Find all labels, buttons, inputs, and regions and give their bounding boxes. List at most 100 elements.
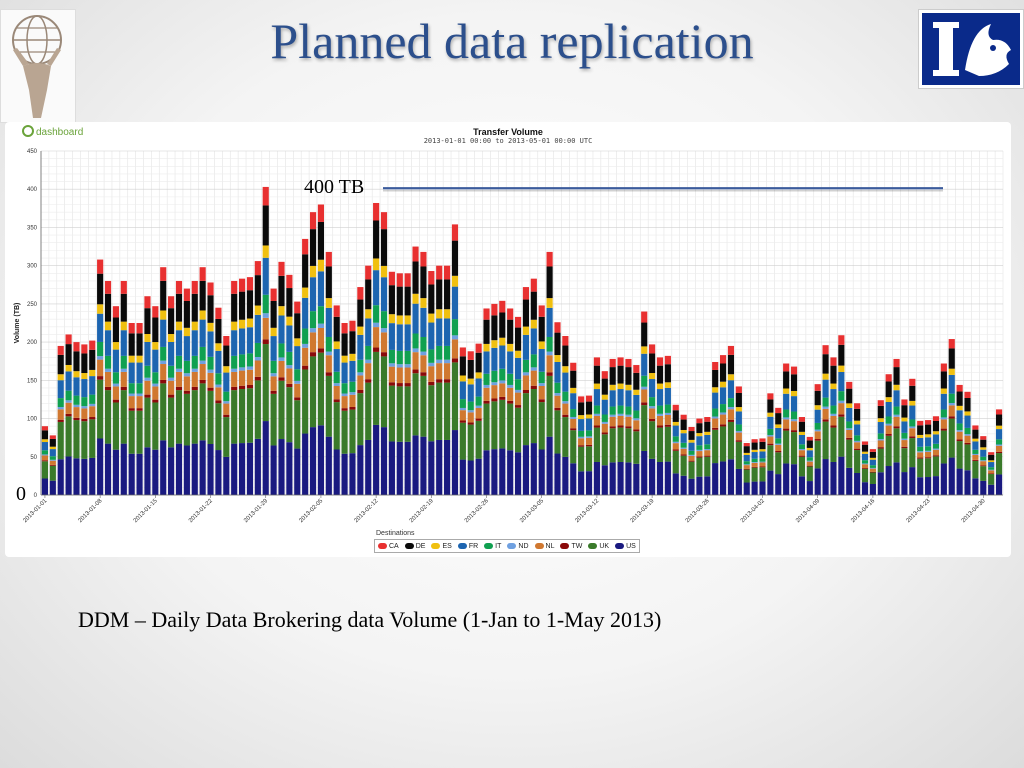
legend-swatch <box>404 543 414 549</box>
bar-segment-de <box>988 454 995 461</box>
bar-segment-it <box>522 359 530 373</box>
bar-segment-tw <box>995 451 1003 454</box>
bar-stack <box>743 443 750 495</box>
bar-segment-nl <box>649 408 656 419</box>
bar-segment-fr <box>617 389 624 406</box>
bar-stack <box>830 357 837 495</box>
bar-segment-nd <box>317 323 325 328</box>
bar-segment-es <box>333 341 340 350</box>
bar-segment-nl <box>633 420 640 430</box>
bar-segment-fr <box>183 336 190 361</box>
bar-segment-fr <box>625 390 632 407</box>
bar-segment-us <box>160 440 167 495</box>
bar-segment-nd <box>223 401 230 404</box>
bar-segment-uk <box>538 402 545 450</box>
bar-segment-es <box>972 438 979 442</box>
bar-segment-nd <box>861 463 869 465</box>
bar-segment-nd <box>877 439 884 441</box>
bar-segment-de <box>89 349 96 370</box>
bar-segment-us <box>680 475 687 495</box>
bar-segment-uk <box>972 460 979 479</box>
bar-segment-tw <box>254 376 261 381</box>
bar-segment-nd <box>830 413 837 416</box>
bar-segment-tw <box>81 418 88 422</box>
bar-segment-us <box>917 477 924 495</box>
bar-segment-us <box>373 424 380 495</box>
bar-segment-tw <box>751 466 758 468</box>
bar-segment-us <box>444 439 451 495</box>
bar-segment-de <box>451 240 459 276</box>
bar-stack <box>554 322 561 495</box>
bar-stack <box>719 355 727 495</box>
bar-segment-tw <box>641 402 648 406</box>
bar-segment-fr <box>877 422 884 434</box>
bar-segment-nd <box>286 365 293 369</box>
bar-segment-es <box>420 298 427 308</box>
bar-segment-it <box>988 467 995 470</box>
bar-segment-de <box>656 365 664 384</box>
bar-segment-nd <box>278 357 285 361</box>
legend-swatch <box>615 543 625 549</box>
bar-segment-fr <box>341 362 348 384</box>
bar-segment-uk <box>246 388 254 443</box>
bar-segment-ca <box>696 418 703 424</box>
bar-segment-uk <box>160 383 167 441</box>
legend-swatch <box>534 543 544 549</box>
bar-stack <box>168 296 175 495</box>
bar-segment-us <box>901 472 908 495</box>
bar-segment-uk <box>838 416 845 457</box>
bar-segment-es <box>735 407 742 412</box>
bar-segment-nl <box>73 407 80 418</box>
bar-stack <box>349 320 356 495</box>
bar-segment-de <box>995 414 1003 426</box>
bar-stack <box>877 400 884 495</box>
bar-segment-tw <box>73 417 80 421</box>
y-tick-label: 0 <box>34 493 38 499</box>
bar-segment-it <box>309 311 317 329</box>
bar-segment-uk <box>893 428 900 463</box>
bar-segment-de <box>136 333 143 356</box>
bar-segment-nd <box>838 400 845 404</box>
bar-segment-nl <box>467 412 474 423</box>
bar-segment-tw <box>286 383 293 388</box>
bar-stack <box>617 357 624 495</box>
bar-segment-nd <box>767 435 774 437</box>
bar-segment-nd <box>81 406 88 409</box>
bar-segment-tw <box>948 416 955 419</box>
bar-stack <box>89 340 96 495</box>
bar-stack <box>104 280 112 495</box>
bar-segment-nl <box>735 432 742 441</box>
bar-segment-de <box>664 364 671 383</box>
bar-segment-ca <box>317 204 325 222</box>
bar-segment-us <box>767 470 774 495</box>
bar-segment-es <box>767 412 774 417</box>
bar-stack <box>909 378 916 495</box>
bar-segment-ca <box>656 357 664 366</box>
bar-segment-de <box>112 317 119 343</box>
bar-segment-nd <box>790 419 798 422</box>
bar-segment-it <box>97 341 104 357</box>
bar-segment-nd <box>530 367 537 371</box>
chart-title: Transfer Volume <box>473 127 543 137</box>
bar-segment-es <box>538 341 545 350</box>
bar-segment-de <box>775 413 782 425</box>
bar-segment-nl <box>917 452 924 458</box>
bar-segment-us <box>396 441 403 495</box>
bar-segment-ca <box>207 282 214 296</box>
bar-stack <box>980 436 987 495</box>
legend-swatch <box>588 543 598 549</box>
bar-segment-uk <box>956 441 963 469</box>
bar-segment-de <box>294 313 301 339</box>
bar-segment-nd <box>917 451 924 453</box>
bar-segment-nd <box>120 368 127 372</box>
bar-segment-nd <box>822 406 829 409</box>
bar-segment-de <box>830 365 837 384</box>
bar-segment-uk <box>917 458 924 478</box>
bar-segment-ca <box>254 261 261 276</box>
bar-segment-uk <box>704 456 711 477</box>
bar-segment-de <box>325 266 332 299</box>
bar-segment-it <box>420 336 427 352</box>
bar-segment-de <box>546 266 553 299</box>
legend-item-es: ES <box>431 543 452 550</box>
bar-segment-ca <box>341 323 348 334</box>
